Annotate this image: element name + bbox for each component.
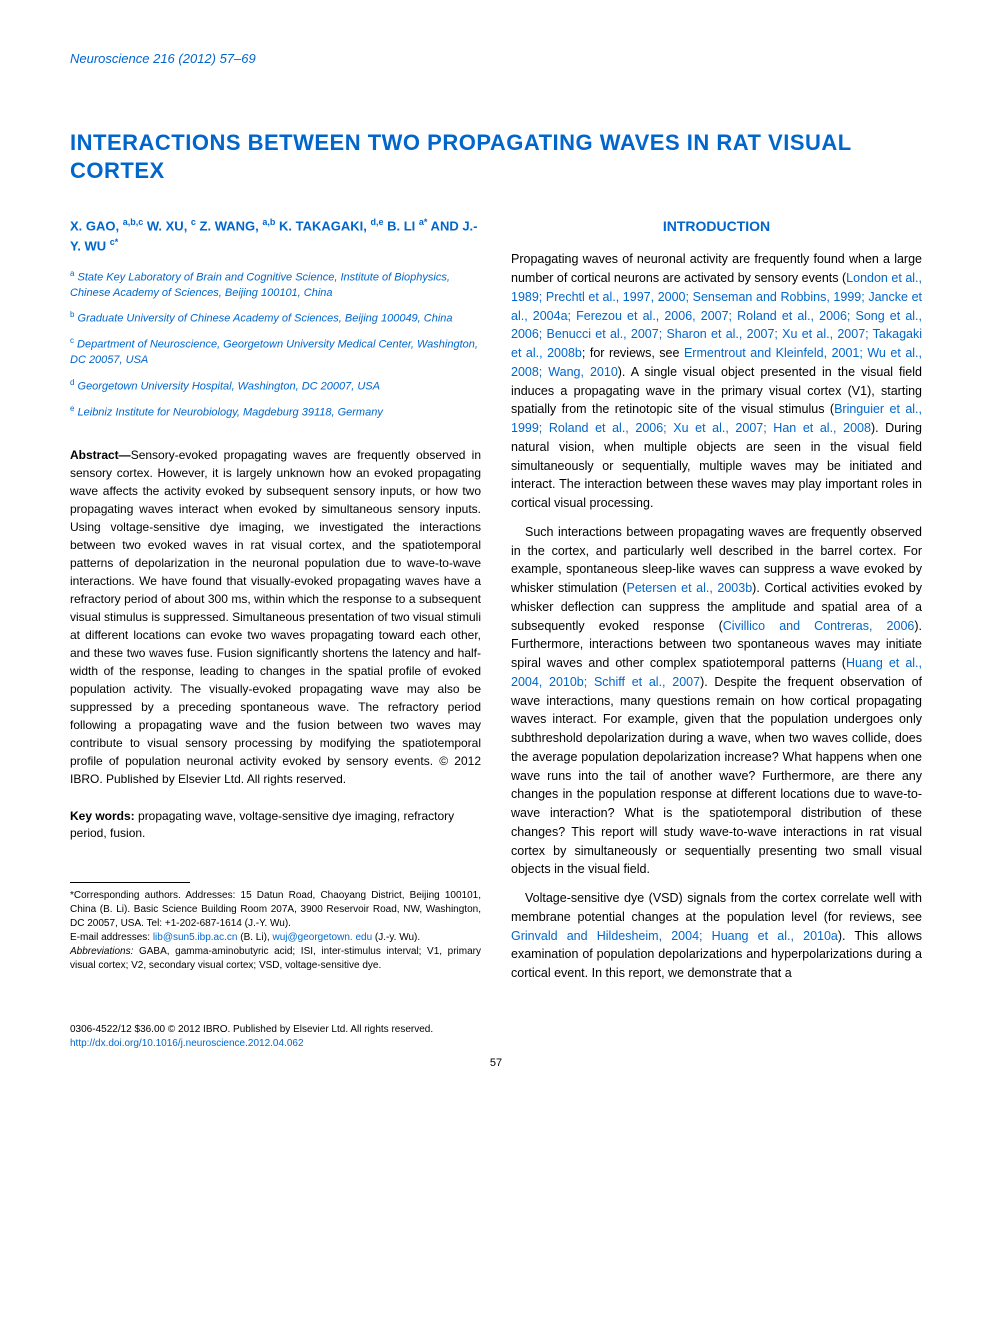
author-list: X. GAO, a,b,c W. XU, c Z. WANG, a,b K. T… <box>70 216 481 256</box>
keywords-label: Key words: <box>70 809 138 823</box>
affiliations: a State Key Laboratory of Brain and Cogn… <box>70 268 481 421</box>
citation[interactable]: Civillico and Contreras, 2006 <box>723 619 915 633</box>
left-column: X. GAO, a,b,c W. XU, c Z. WANG, a,b K. T… <box>70 216 481 993</box>
affiliation: c Department of Neuroscience, Georgetown… <box>70 335 481 368</box>
citation[interactable]: Grinvald and Hildesheim, 2004; Huang et … <box>511 929 838 943</box>
email-who-1: (B. Li), <box>237 932 272 943</box>
email-label: E-mail addresses: <box>70 932 153 943</box>
p3-text: Voltage-sensitive dye (VSD) signals from… <box>511 891 922 924</box>
right-column: INTRODUCTION Propagating waves of neuron… <box>511 216 922 993</box>
affiliation: d Georgetown University Hospital, Washin… <box>70 377 481 395</box>
footnote-divider <box>70 882 190 883</box>
intro-paragraph-2: Such interactions between propagating wa… <box>511 523 922 879</box>
email-footnote: E-mail addresses: lib@sun5.ibp.ac.cn (B.… <box>70 931 481 945</box>
copyright-line: 0306-4522/12 $36.00 © 2012 IBRO. Publish… <box>70 1023 433 1038</box>
article-title: INTERACTIONS BETWEEN TWO PROPAGATING WAV… <box>70 129 922 186</box>
citation[interactable]: Petersen et al., 2003b <box>626 581 752 595</box>
introduction-heading: INTRODUCTION <box>511 216 922 236</box>
email-link-2[interactable]: wuj@georgetown. edu <box>272 932 372 943</box>
journal-reference: Neuroscience 216 (2012) 57–69 <box>70 50 922 69</box>
abbreviations-footnote: Abbreviations: GABA, gamma-aminobutyric … <box>70 945 481 973</box>
doi-link[interactable]: http://dx.doi.org/10.1016/j.neuroscience… <box>70 1038 304 1049</box>
abstract-label: Abstract— <box>70 448 131 462</box>
p2-text: ). Despite the frequent observation of w… <box>511 675 922 877</box>
intro-paragraph-1: Propagating waves of neuronal activity a… <box>511 250 922 513</box>
abstract-text: Sensory-evoked propagating waves are fre… <box>70 448 481 786</box>
abstract: Abstract—Sensory-evoked propagating wave… <box>70 446 481 788</box>
intro-paragraph-3: Voltage-sensitive dye (VSD) signals from… <box>511 889 922 983</box>
footer-bar: 0306-4522/12 $36.00 © 2012 IBRO. Publish… <box>70 1023 922 1052</box>
affiliation: a State Key Laboratory of Brain and Cogn… <box>70 268 481 301</box>
abbr-label: Abbreviations: <box>70 946 139 957</box>
footer-left: 0306-4522/12 $36.00 © 2012 IBRO. Publish… <box>70 1023 433 1052</box>
email-link-1[interactable]: lib@sun5.ibp.ac.cn <box>153 932 238 943</box>
affiliation: e Leibniz Institute for Neurobiology, Ma… <box>70 403 481 421</box>
affiliation: b Graduate University of Chinese Academy… <box>70 309 481 327</box>
p1-text: ; for reviews, see <box>582 346 684 360</box>
two-column-layout: X. GAO, a,b,c W. XU, c Z. WANG, a,b K. T… <box>70 216 922 993</box>
page-number: 57 <box>70 1056 922 1072</box>
keywords: Key words: propagating wave, voltage-sen… <box>70 808 481 843</box>
corresponding-author-footnote: *Corresponding authors. Addresses: 15 Da… <box>70 889 481 931</box>
email-who-2: (J.-y. Wu). <box>372 932 420 943</box>
